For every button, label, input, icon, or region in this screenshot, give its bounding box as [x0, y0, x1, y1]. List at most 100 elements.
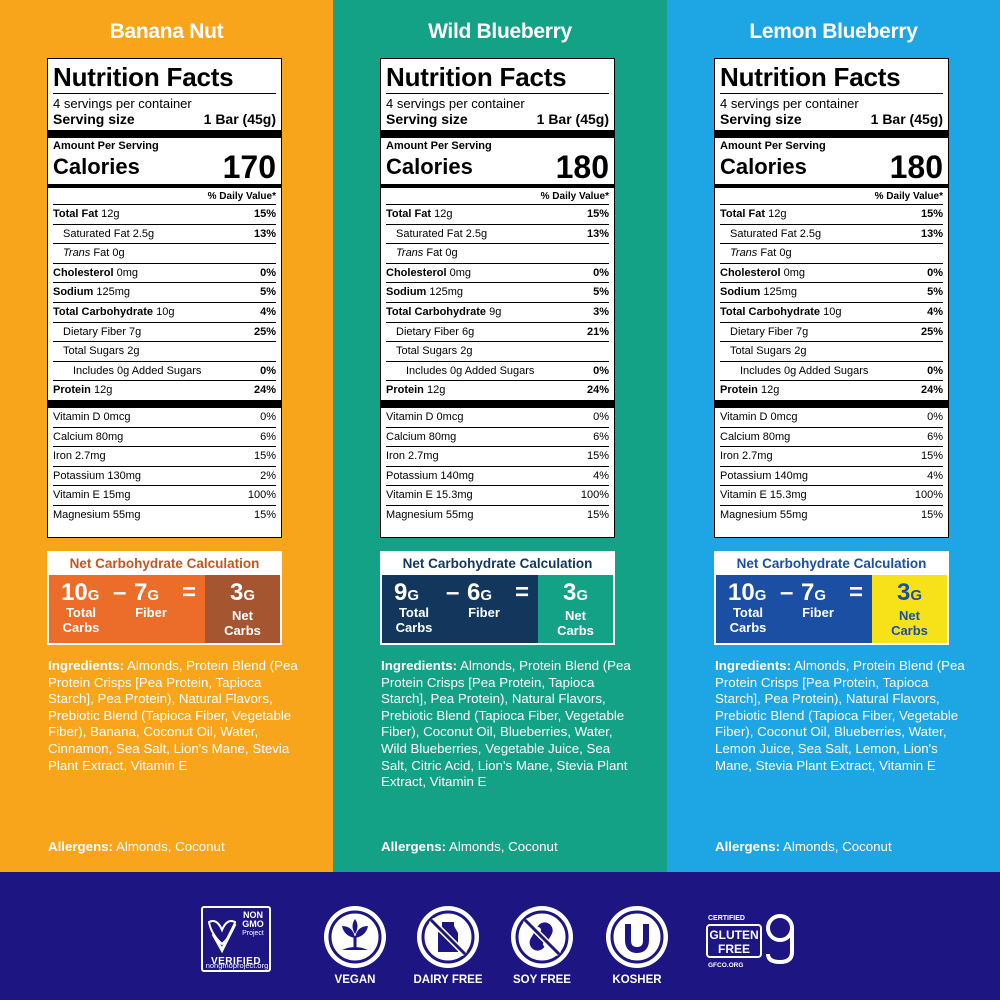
total-fat-pct: 15%	[920, 208, 943, 220]
total-fat-name: Total Fat	[53, 208, 99, 220]
allergens-label: Allergens:	[381, 839, 447, 854]
calcium-name: Calcium 80mg	[386, 430, 457, 443]
net-carb-title: Net Carbohydrate Calculation	[402, 556, 593, 571]
protein-row: Protein 12g 24%	[53, 381, 276, 400]
cholesterol-amount: 0mg	[116, 266, 138, 279]
total-carbohydrate-pct: 3%	[593, 305, 609, 318]
iron-pct: 15%	[253, 450, 276, 463]
iron-row: Iron 2.7mg 15%	[53, 447, 276, 467]
added-sugars-name: Includes 0g Added Sugars	[406, 364, 535, 377]
certification-footer: NON GMO Project VERIFIED nongmoproject.o…	[0, 872, 1000, 1000]
total-sugars-name-amount: Total Sugars 2g	[730, 342, 806, 361]
total-carbohydrate-row: Total Carbohydrate 10g 4%	[53, 303, 276, 323]
cholesterol-name-amount: Cholesterol 0mg	[386, 264, 471, 283]
net-carbs-label: Net Carbs	[557, 608, 594, 638]
allergens-list: Almonds, Coconut	[780, 839, 892, 854]
dietary-fiber-name-amount: Dietary Fiber 7g	[63, 323, 141, 342]
total-fat-amount: 12g	[101, 208, 120, 220]
saturated-fat-pct: 13%	[253, 227, 276, 240]
total-fat-name-amount: Total Fat 12g	[53, 205, 119, 224]
allergens-text: Allergens: Almonds, Coconut	[715, 839, 892, 854]
serving-size-row: Serving size 1 Bar (45g)	[386, 111, 609, 127]
calcium-name: Calcium 80mg	[53, 430, 124, 443]
ingredients-list: Almonds, Protein Blend (Pea Protein Cris…	[48, 658, 298, 773]
saturated-fat-name: Saturated Fat	[730, 227, 797, 240]
trans-fat-name-amount: Trans Fat 0g	[730, 244, 792, 263]
nutrition-facts-title: Nutrition Facts	[53, 62, 234, 92]
total-carbs-value: 9G	[394, 579, 420, 606]
net-carb-title: Net Carbohydrate Calculation	[69, 556, 260, 571]
magnesium-name: Magnesium 55mg	[53, 508, 141, 521]
iron-row: Iron 2.7mg 15%	[720, 447, 943, 467]
potassium-name: Potassium 130mg	[53, 469, 142, 482]
added-sugars-name-amount: Includes 0g Added Sugars	[740, 362, 868, 381]
added-sugars-row: Includes 0g Added Sugars 0%	[53, 362, 276, 382]
magnesium-row: Magnesium 55mg 15%	[386, 506, 609, 525]
equals-sign: =	[515, 579, 530, 606]
amount-per-serving: Amount Per Serving	[720, 140, 826, 152]
non-gmo-line3: Project	[242, 930, 264, 937]
saturated-fat-row: Saturated Fat 2.5g 13%	[720, 225, 943, 245]
allergens-label: Allergens:	[715, 839, 781, 854]
protein-amount: 12g	[426, 384, 446, 397]
iron-name: Iron 2.7mg	[720, 450, 773, 463]
potassium-row: Potassium 140mg 4%	[720, 467, 943, 487]
vitamin-d-pct: 0%	[593, 410, 609, 423]
net-carbs-value: 3G	[229, 579, 256, 606]
saturated-fat-amount: 2.5g	[132, 227, 155, 240]
serving-size-value: 1 Bar (45g)	[203, 111, 276, 127]
sodium-amount: 125mg	[96, 286, 131, 299]
dairy-free-label: DAIRY FREE	[413, 974, 483, 986]
trans-fat-name: Trans	[730, 247, 758, 260]
net-carb-title: Net Carbohydrate Calculation	[736, 556, 927, 571]
gf-line1: GLUTEN	[709, 928, 759, 942]
calories-value: 170	[222, 149, 276, 185]
total-fat-row: Total Fat 12g 15%	[53, 205, 276, 225]
total-fat-row: Total Fat 12g 15%	[720, 205, 943, 225]
fiber-label: Fiber	[135, 605, 167, 620]
magnesium-pct: 15%	[920, 508, 943, 521]
servings-per-container: 4 servings per container	[53, 96, 192, 111]
allergens-text: Allergens: Almonds, Coconut	[381, 839, 558, 854]
iron-pct: 15%	[920, 450, 943, 463]
total-carbs-label: Total Carbs	[395, 605, 433, 635]
vitamin-d-pct: 0%	[927, 410, 943, 423]
dietary-fiber-row: Dietary Fiber 7g 25%	[720, 323, 943, 343]
sodium-name: Sodium	[53, 286, 94, 299]
protein-row: Protein 12g 24%	[720, 381, 943, 400]
kosher-label: KOSHER	[612, 974, 662, 986]
vitamin-d-row: Vitamin D 0mcg 0%	[386, 408, 609, 428]
ingredients-label: Ingredients:	[715, 658, 792, 673]
trans-fat-row: Trans Fat 0g	[720, 244, 943, 264]
magnesium-pct: 15%	[586, 508, 609, 521]
flavor-title: Lemon Blueberry	[749, 20, 918, 43]
protein-name-amount: Protein 12g	[386, 381, 445, 400]
saturated-fat-amount: 2.5g	[799, 227, 822, 240]
sodium-name-amount: Sodium 125mg	[386, 283, 463, 302]
vegan-circle	[324, 906, 386, 968]
non-gmo-url: nongmoproject.org	[205, 961, 269, 970]
fiber-value: 7G	[801, 579, 827, 606]
trans-fat-amount: Fat 0g	[93, 247, 125, 260]
gf-box: GLUTEN FREE	[706, 924, 762, 958]
non-gmo-line2: GMO	[242, 919, 264, 929]
vitamin-e-row: Vitamin E 15mg 100%	[53, 486, 276, 506]
dairy-free-badge: DAIRY FREE	[413, 906, 483, 986]
calories-row: Calories 180	[720, 151, 943, 183]
trans-fat-name: Trans	[396, 247, 424, 260]
dietary-fiber-pct: 21%	[586, 325, 609, 338]
cholesterol-pct: 0%	[260, 266, 276, 279]
daily-value-header: % Daily Value*	[53, 190, 276, 205]
total-sugars-amount: 2g	[127, 345, 140, 358]
dietary-fiber-name-amount: Dietary Fiber 6g	[396, 323, 474, 342]
protein-pct: 24%	[253, 384, 276, 397]
magnesium-row: Magnesium 55mg 15%	[53, 506, 276, 525]
fiber-label: Fiber	[802, 605, 834, 620]
calories-label: Calories	[386, 154, 473, 179]
dietary-fiber-name-amount: Dietary Fiber 7g	[730, 323, 808, 342]
calcium-pct: 6%	[593, 430, 609, 443]
potassium-row: Potassium 130mg 2%	[53, 467, 276, 487]
total-fat-name: Total Fat	[386, 208, 432, 220]
banana-nut-column: Banana Nut Nutrition Facts 4 servings per …	[0, 0, 333, 872]
total-fat-amount: 12g	[434, 208, 453, 220]
